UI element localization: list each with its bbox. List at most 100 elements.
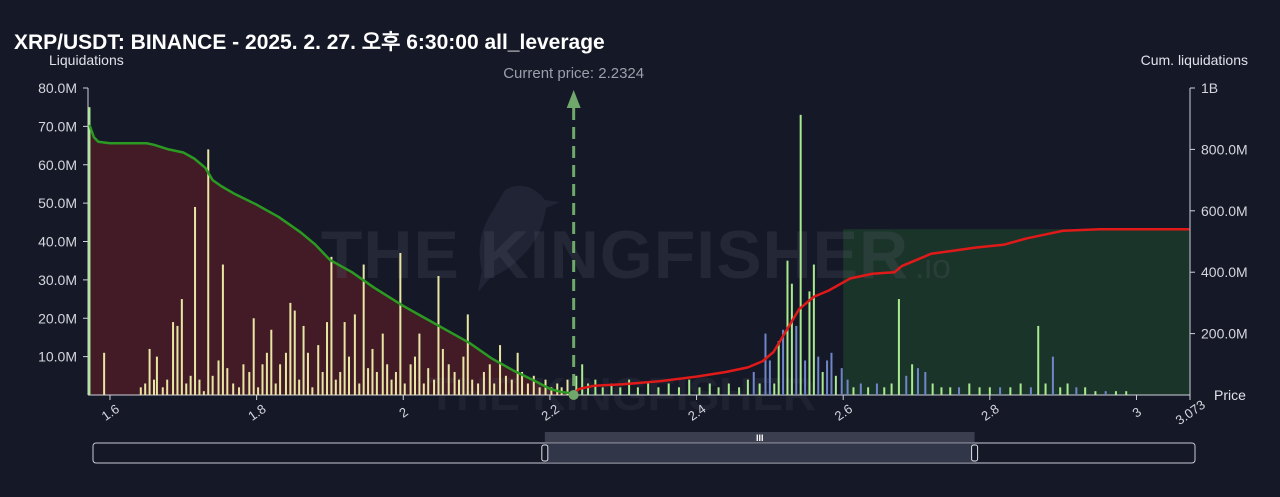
liquidation-bar <box>462 356 465 395</box>
liquidation-bar <box>482 371 485 395</box>
long-liquidations-fill <box>89 124 574 395</box>
liquidation-bar <box>390 379 393 395</box>
liquidation-bar <box>636 387 639 395</box>
liquidation-bar <box>311 387 314 395</box>
current-price-arrow-icon <box>566 90 581 108</box>
liquidation-bar <box>330 256 333 395</box>
scrollbar-grip[interactable]: III <box>756 433 764 443</box>
liquidation-bar <box>883 387 886 395</box>
liquidation-bar <box>1084 387 1087 395</box>
liquidation-bar <box>161 387 164 395</box>
long-cumulative-line <box>88 124 574 395</box>
liquidation-bar <box>261 364 264 395</box>
liquidation-bar <box>1066 383 1069 395</box>
liquidation-bar <box>409 364 412 395</box>
liquidation-bar <box>152 379 155 395</box>
liquidation-bar <box>441 348 444 395</box>
liquidation-bar <box>321 371 324 395</box>
liquidation-bar <box>875 383 878 395</box>
liquidation-bar <box>795 325 798 395</box>
liquidation-bar <box>207 149 210 395</box>
liquidation-bar <box>242 364 245 395</box>
scrollbar-handle-right[interactable] <box>971 444 979 462</box>
liquidation-bar <box>504 375 507 395</box>
short-cumulative-line <box>572 227 1190 395</box>
liquidation-bar <box>790 283 793 395</box>
liquidation-bar <box>1019 383 1022 395</box>
x-tick-label: 1.6 <box>99 401 122 424</box>
liquidation-bar <box>394 371 397 395</box>
liquidation-bar <box>367 368 370 395</box>
liquidation-bar <box>403 383 406 395</box>
liquidation-bar <box>821 371 824 395</box>
liquidation-bar <box>812 264 815 395</box>
liquidation-bar <box>852 387 855 395</box>
liquidation-bar <box>988 387 991 395</box>
liquidation-bar <box>738 387 741 395</box>
liquidation-bar <box>103 352 106 395</box>
liquidation-bar <box>172 322 175 395</box>
x-tick-label: 2.8 <box>978 401 1001 424</box>
left-tick-label: 40.0M <box>38 234 77 250</box>
scrollbar-selection[interactable] <box>544 443 975 463</box>
liquidation-bar <box>556 383 559 395</box>
liquidation-bar <box>306 352 309 395</box>
liquidation-bar <box>764 333 767 395</box>
liquidation-bar <box>298 379 301 395</box>
liquidation-bar <box>265 352 268 395</box>
current-price-dot <box>568 390 579 400</box>
scrollbar-thumb[interactable] <box>544 432 975 442</box>
liquidation-bar <box>1029 387 1032 395</box>
left-tick-label: 70.0M <box>38 118 77 134</box>
liquidation-bar <box>510 379 513 395</box>
liquidation-bar <box>248 371 251 395</box>
liquidation-bar <box>185 383 188 395</box>
liquidation-bar <box>897 299 900 395</box>
liquidation-bar <box>526 383 529 395</box>
left-axis-title: Liquidations <box>49 52 124 68</box>
liquidation-bar <box>317 345 320 395</box>
liquidation-bar <box>284 352 287 395</box>
liquidation-bar <box>594 379 597 395</box>
liquidation-bar <box>846 379 849 395</box>
liquidation-bar <box>999 387 1002 395</box>
left-tick-label: 60.0M <box>38 157 77 173</box>
liquidation-bar <box>362 264 365 395</box>
scrollbar-handle-left[interactable] <box>541 444 549 462</box>
liquidation-bar <box>437 276 440 395</box>
liquidation-bar <box>88 107 91 395</box>
liquidation-bar <box>433 379 436 395</box>
short-liquidations-fill <box>843 229 1190 395</box>
liquidation-bar <box>348 356 351 395</box>
liquidation-bar <box>708 383 711 395</box>
liquidation-bar <box>867 387 870 395</box>
price-axis-title: Price <box>1214 387 1246 403</box>
liquidation-bar <box>746 379 749 395</box>
liquidation-bar <box>1125 391 1128 395</box>
left-tick-label: 30.0M <box>38 272 77 288</box>
liquidation-bar <box>575 375 578 395</box>
right-tick-label: 600.0M <box>1201 203 1248 219</box>
liquidation-bar <box>353 314 356 395</box>
liquidation-bar <box>381 333 384 395</box>
liquidation-bar <box>619 387 622 395</box>
x-tick-label: 2.6 <box>832 401 855 424</box>
watermark-text-secondary: THE KINGFISHER <box>428 368 816 420</box>
left-tick-label: 20.0M <box>38 310 77 326</box>
liquidation-bar <box>488 364 491 395</box>
kingfisher-bird-icon <box>478 185 560 292</box>
range-scrollbar[interactable]: III <box>92 432 1196 464</box>
liquidation-bar <box>1051 356 1054 395</box>
liquidation-bar <box>447 364 450 395</box>
liquidation-bar <box>477 383 480 395</box>
liquidation-bar <box>194 206 197 395</box>
watermark-text: THE KINGFISHER <box>321 217 909 293</box>
liquidation-bar <box>358 383 361 395</box>
liquidation-bar <box>804 360 807 395</box>
liquidation-bar <box>453 371 456 395</box>
chart-title: XRP/USDT: BINANCE - 2025. 2. 27. 오후 6:30… <box>14 31 605 54</box>
right-tick-label: 800.0M <box>1201 141 1248 157</box>
liquidation-bar <box>293 310 296 395</box>
x-tick-label: 3 <box>1129 404 1144 420</box>
